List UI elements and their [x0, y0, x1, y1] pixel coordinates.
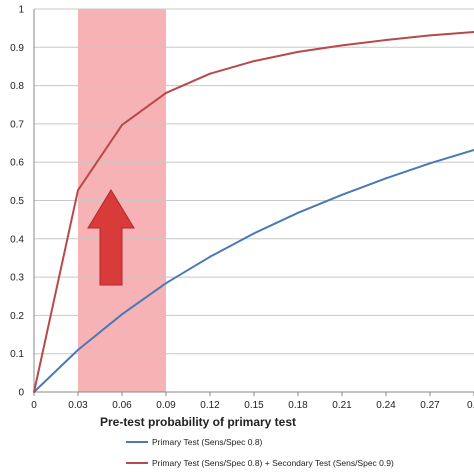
y-tick-label: 0.2	[10, 311, 24, 322]
y-tick-label: 1	[18, 5, 24, 16]
data-point	[121, 124, 123, 127]
x-tick-label: 0.06	[112, 400, 132, 411]
x-tick-label: 0.09	[156, 400, 176, 411]
data-point	[77, 189, 79, 192]
data-point	[77, 348, 79, 351]
x-tick-label: 0	[31, 400, 37, 411]
data-point	[385, 39, 387, 42]
up-arrow-icon	[87, 189, 135, 286]
x-axis-title: Pre-test probability of primary test	[100, 415, 296, 429]
data-point	[121, 313, 123, 316]
legend-label: Primary Test (Sens/Spec 0.8) + Secondary…	[152, 458, 394, 468]
y-tick-label: 0.9	[10, 43, 24, 54]
data-point	[165, 91, 167, 94]
data-point	[429, 162, 431, 165]
y-tick-label: 0.5	[10, 196, 24, 207]
y-tick-label: 0.1	[10, 349, 24, 360]
data-point	[253, 232, 255, 235]
x-tick-label: 0.27	[420, 400, 440, 411]
x-tick-label: 0.3	[467, 400, 474, 411]
data-point	[429, 34, 431, 37]
legend-label: Primary Test (Sens/Spec 0.8)	[152, 437, 263, 447]
data-point	[253, 60, 255, 63]
data-point	[165, 282, 167, 285]
y-tick-label: 0.4	[10, 234, 24, 245]
y-tick-label: 0.8	[10, 81, 24, 92]
data-point	[341, 44, 343, 47]
x-tick-label: 0.03	[68, 400, 88, 411]
x-tick-label: 0.12	[200, 400, 220, 411]
y-tick-label: 0.3	[10, 273, 24, 284]
y-tick-label: 0.7	[10, 119, 24, 130]
data-point	[209, 72, 211, 75]
x-tick-label: 0.24	[376, 400, 396, 411]
y-tick-label: 0	[18, 388, 24, 399]
x-tick-label: 0.18	[288, 400, 308, 411]
data-point	[209, 255, 211, 258]
data-point	[297, 50, 299, 53]
x-tick-label: 0.15	[244, 400, 264, 411]
y-tick-label: 0.6	[10, 158, 24, 169]
x-tick-label: 0.21	[332, 400, 352, 411]
data-point	[341, 193, 343, 196]
data-point	[33, 391, 35, 393]
data-point	[297, 211, 299, 214]
data-point	[385, 177, 387, 180]
